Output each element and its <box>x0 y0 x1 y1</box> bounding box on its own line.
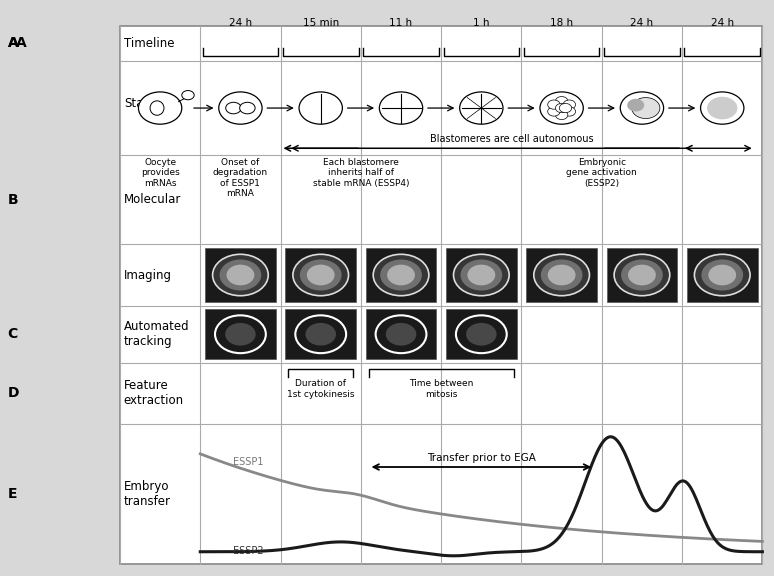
Bar <box>205 309 276 359</box>
Circle shape <box>240 103 255 114</box>
Circle shape <box>182 90 194 100</box>
Text: ESSP1: ESSP1 <box>233 457 263 467</box>
Circle shape <box>467 264 495 285</box>
Circle shape <box>563 107 576 116</box>
Text: D: D <box>8 386 19 400</box>
Text: 15 min: 15 min <box>303 18 339 28</box>
Circle shape <box>534 254 590 295</box>
Text: 24 h: 24 h <box>229 18 252 28</box>
Circle shape <box>299 92 342 124</box>
Bar <box>205 248 276 302</box>
Circle shape <box>461 259 502 290</box>
Circle shape <box>541 259 583 290</box>
Circle shape <box>700 92 744 124</box>
Circle shape <box>213 254 269 295</box>
Circle shape <box>556 104 568 113</box>
Text: 18 h: 18 h <box>550 18 574 28</box>
Circle shape <box>379 92 423 124</box>
Circle shape <box>628 264 656 285</box>
Text: Automated
tracking: Automated tracking <box>124 320 190 348</box>
Bar <box>687 248 758 302</box>
Circle shape <box>387 264 415 285</box>
Circle shape <box>707 97 738 119</box>
Text: A: A <box>8 36 19 51</box>
Bar <box>446 309 517 359</box>
Circle shape <box>627 99 644 112</box>
Text: Molecular: Molecular <box>124 193 181 206</box>
Circle shape <box>219 92 262 124</box>
Circle shape <box>708 264 736 285</box>
Circle shape <box>620 92 663 124</box>
Circle shape <box>225 323 255 346</box>
Circle shape <box>563 100 576 109</box>
Text: Onset of
degradation
of ESSP1
mRNA: Onset of degradation of ESSP1 mRNA <box>213 158 268 198</box>
Bar <box>526 248 597 302</box>
Ellipse shape <box>150 101 164 115</box>
Circle shape <box>548 100 560 109</box>
Text: Each blastomere
inherits half of
stable mRNA (ESSP4): Each blastomere inherits half of stable … <box>313 158 409 188</box>
Circle shape <box>220 259 262 290</box>
Text: Embryonic
gene activation
(ESSP2): Embryonic gene activation (ESSP2) <box>567 158 637 188</box>
Text: B: B <box>8 192 19 207</box>
Circle shape <box>227 264 255 285</box>
Text: 1 h: 1 h <box>473 18 490 28</box>
Circle shape <box>621 259 663 290</box>
Text: Stage: Stage <box>124 97 158 109</box>
Bar <box>446 248 517 302</box>
Bar <box>365 309 437 359</box>
Text: A: A <box>15 36 26 51</box>
Circle shape <box>560 104 572 113</box>
Text: 24 h: 24 h <box>711 18 734 28</box>
Circle shape <box>139 92 182 124</box>
Circle shape <box>226 103 241 114</box>
Text: Feature
extraction: Feature extraction <box>124 380 184 407</box>
Circle shape <box>380 259 422 290</box>
Text: Oocyte
provides
mRNAs: Oocyte provides mRNAs <box>141 158 180 188</box>
Circle shape <box>614 254 670 295</box>
Circle shape <box>540 92 584 124</box>
Text: C: C <box>8 327 18 341</box>
Text: E: E <box>8 487 17 502</box>
Circle shape <box>460 92 503 124</box>
Text: A: A <box>8 36 19 51</box>
Circle shape <box>701 259 743 290</box>
Circle shape <box>300 259 341 290</box>
Bar <box>365 248 437 302</box>
Circle shape <box>548 107 560 116</box>
Bar <box>286 248 356 302</box>
Text: Blastomeres are cell autonomous: Blastomeres are cell autonomous <box>430 134 594 144</box>
Circle shape <box>466 323 497 346</box>
Circle shape <box>306 323 336 346</box>
Text: 24 h: 24 h <box>630 18 653 28</box>
Circle shape <box>454 254 509 295</box>
Circle shape <box>307 264 334 285</box>
Circle shape <box>556 97 568 106</box>
Text: Imaging: Imaging <box>124 268 172 282</box>
Circle shape <box>293 254 348 295</box>
Circle shape <box>632 97 660 119</box>
Text: ESSP2: ESSP2 <box>233 546 263 556</box>
Circle shape <box>548 264 576 285</box>
Bar <box>120 26 762 564</box>
Circle shape <box>556 111 568 120</box>
Text: Embryo
transfer: Embryo transfer <box>124 480 171 509</box>
Circle shape <box>373 254 429 295</box>
Text: Transfer prior to EGA: Transfer prior to EGA <box>427 453 536 463</box>
Circle shape <box>385 323 416 346</box>
Bar <box>607 248 677 302</box>
Text: Time between
mitosis: Time between mitosis <box>409 379 474 399</box>
Bar <box>286 309 356 359</box>
Text: Duration of
1st cytokinesis: Duration of 1st cytokinesis <box>287 379 354 399</box>
Circle shape <box>694 254 750 295</box>
Text: Timeline: Timeline <box>124 37 174 50</box>
Text: 11 h: 11 h <box>389 18 413 28</box>
